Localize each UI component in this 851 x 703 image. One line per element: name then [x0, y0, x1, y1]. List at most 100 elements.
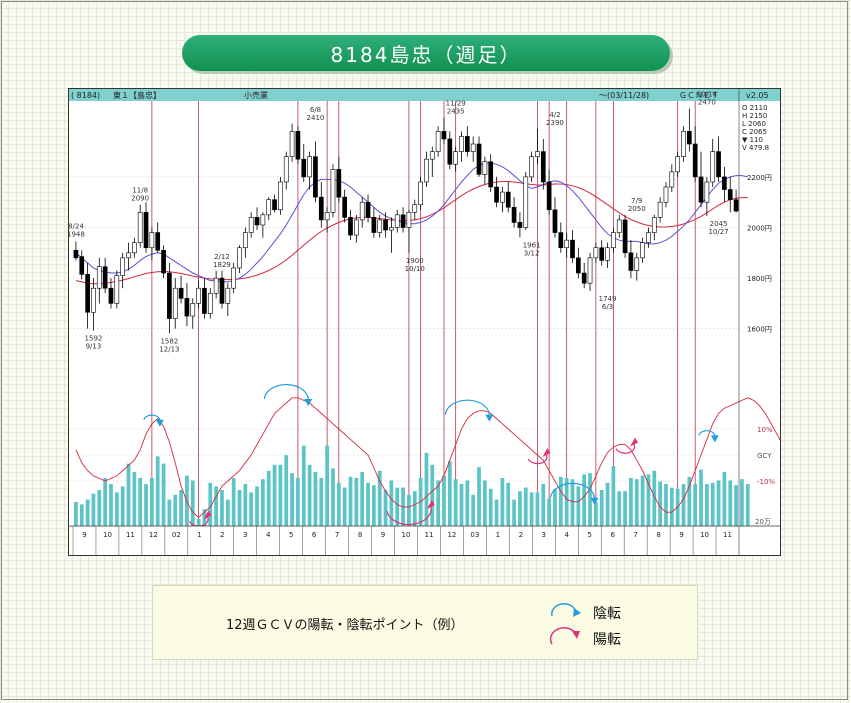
volume-bar	[196, 518, 201, 526]
ohlc-line: V 479.8	[742, 144, 769, 152]
x-tick-label: 9	[381, 531, 385, 539]
candle-body	[254, 217, 260, 226]
annotation-date: 10/14	[697, 91, 718, 99]
up-turn-arrowhead	[426, 500, 435, 509]
page-title-text: 8184島忠（週足）	[330, 42, 522, 67]
ohlc-line: H 2150	[742, 112, 767, 120]
gcv-label: 10%	[757, 426, 773, 434]
volume-bar	[582, 474, 587, 526]
ma-slow-line	[75, 181, 748, 285]
volume-bar	[284, 455, 289, 526]
candle-body	[651, 217, 657, 233]
candle-body	[482, 161, 488, 175]
legend-panel: 12週ＧＣＶの陽転・陰転ポイント（例） 陰転 陽転	[152, 585, 698, 660]
up-turn-arrowhead	[203, 510, 212, 520]
candle-body	[143, 212, 149, 249]
annotation-value: 2435	[447, 107, 465, 115]
volume-bar	[564, 478, 569, 526]
down-turn-arrowhead	[710, 435, 719, 443]
candle-body	[190, 303, 196, 317]
volume-bar	[629, 478, 633, 526]
down-turn-arrowhead	[590, 497, 599, 505]
volume-bar	[255, 486, 259, 526]
annotation-date: 11/8	[132, 187, 148, 195]
volume-bar	[669, 487, 674, 526]
volume-bar	[658, 481, 663, 526]
x-tick-label: 11	[126, 531, 135, 539]
volume-bar	[354, 478, 359, 526]
volume-bar	[231, 478, 236, 526]
volume-bar	[640, 475, 645, 526]
legend-down-text: 陰転	[593, 606, 621, 622]
volume-bar	[120, 486, 125, 526]
gcv-label: GCY	[757, 452, 772, 460]
candle-body	[155, 232, 161, 251]
volume-bar	[740, 479, 744, 526]
candle-body	[733, 199, 739, 212]
ohlc-line: C 2065	[742, 128, 767, 136]
x-tick-label: 6	[312, 531, 317, 539]
annotation-date: 7/9	[631, 197, 642, 205]
candle-body	[377, 219, 383, 233]
volume-bar	[97, 490, 102, 526]
volume-bar	[512, 499, 516, 526]
volume-bar	[588, 473, 592, 526]
candle-body	[295, 131, 301, 160]
candle-body	[85, 274, 90, 313]
legend-label: 12週ＧＣＶの陽転・陰転ポイント（例）	[226, 618, 464, 633]
candle-body	[634, 257, 640, 271]
candle-body	[511, 206, 517, 223]
candle-body	[459, 136, 464, 152]
candle-body	[102, 266, 108, 289]
candle-body	[447, 138, 453, 165]
candle-body	[301, 158, 307, 178]
x-tick-label: 1	[197, 531, 201, 539]
candle-body	[681, 131, 686, 157]
annotation-value: 1592	[85, 335, 103, 343]
up-turn-arrowhead	[630, 437, 639, 447]
ma-fast-line	[75, 162, 748, 283]
header-bar	[69, 89, 780, 101]
annotation-date: 11/29	[446, 99, 466, 107]
candle-body	[365, 201, 371, 218]
volume-bar	[225, 499, 230, 526]
volume-bar	[260, 479, 265, 526]
volume-bar	[220, 490, 224, 526]
volume-bar	[652, 470, 657, 526]
annotation-date: 8/24	[69, 223, 84, 231]
candle-body	[628, 252, 634, 271]
volume-bar	[155, 456, 160, 526]
candle-body	[406, 212, 412, 228]
volume-bar	[477, 467, 481, 526]
candle-body	[581, 272, 587, 284]
x-tick-label: 2	[220, 531, 224, 539]
candle-body	[535, 151, 540, 157]
volume-bar	[407, 494, 411, 526]
x-tick-label: 10	[700, 531, 709, 539]
candle-body	[283, 156, 289, 183]
annotation-value: 2050	[628, 205, 646, 213]
volume-bar	[535, 492, 540, 526]
volume-bar	[693, 484, 698, 526]
candle-body	[605, 247, 610, 261]
volume-bar	[704, 484, 709, 526]
volume-bar	[605, 482, 610, 526]
volume-bar	[85, 499, 90, 526]
up-turn-arrow	[615, 444, 636, 454]
x-tick-label: 12	[447, 531, 456, 539]
volume-bar	[541, 484, 546, 526]
x-tick-label: 11	[723, 531, 732, 539]
stock-chart: ( 8184) 東１【島忠】 小売業 〜(03/11/28) ＧＣＮＥＴ v2.05 O 2…	[67, 88, 784, 556]
annotation-value: 2410	[307, 114, 325, 122]
candle-body	[657, 201, 663, 218]
candle-body	[517, 222, 523, 228]
annotation-value: 2470	[698, 99, 716, 107]
x-tick-label: 8	[358, 531, 362, 539]
volume-bar	[377, 470, 382, 526]
page-title: 8184島忠（週足）	[182, 35, 670, 71]
volume-bar	[681, 484, 686, 526]
candle-body	[675, 156, 681, 173]
volume-bar	[126, 463, 131, 526]
annotation-date: 10/27	[708, 228, 728, 236]
